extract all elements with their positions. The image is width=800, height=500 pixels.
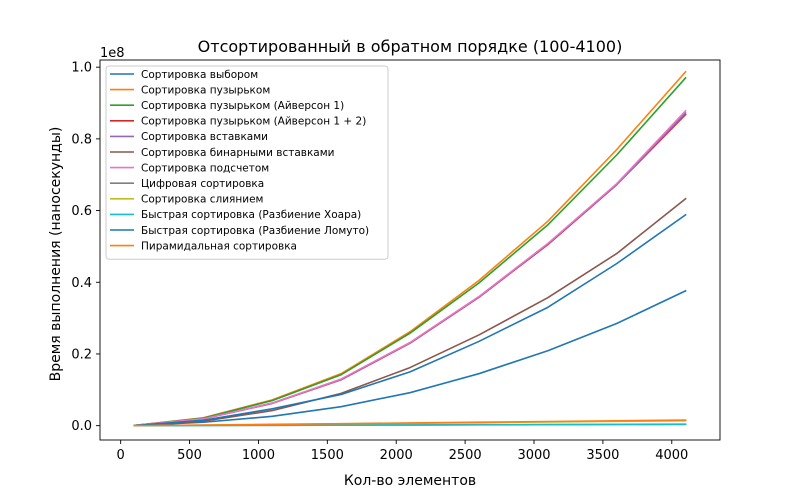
legend-label-10: Быстрая сортировка (Разбиение Хоара) (141, 209, 361, 221)
y-tick-label: 0.8 (71, 132, 92, 147)
x-axis-title: Кол-во элементов (344, 473, 476, 489)
y-tick-label: 0.4 (71, 276, 92, 291)
x-tick-label: 1500 (311, 448, 344, 463)
chart-title: Отсортированный в обратном порядке (100-… (198, 37, 623, 56)
legend-box (105, 65, 389, 260)
legend-label-4: Сортировка пузырьком (Айверсон 1 + 2) (141, 116, 366, 128)
legend-label-7: Сортировка подсчетом (141, 162, 269, 174)
x-tick-label: 3000 (517, 448, 550, 463)
plot-frame (99, 59, 721, 441)
series-line-1 (133, 289, 687, 427)
x-tick-label: 3500 (586, 448, 619, 463)
x-tick-label: 500 (177, 448, 202, 463)
plot-layer: 0 500 1000 1500 2000 2500 3000 3500 4000 0.0 0.2 0.… (71, 59, 721, 463)
legend-label-12: Пирамидальная сортировка (141, 240, 297, 252)
legend-label-6: Сортировка бинарными вставками (141, 147, 334, 159)
legend-label-3: Сортировка пузырьком (Айверсон 1) (141, 100, 344, 112)
x-tick-label: 0 (117, 448, 125, 463)
legend-label-11: Быстрая сортировка (Разбиение Ломуто) (141, 225, 369, 237)
y-offset-label: 1e8 (100, 46, 125, 61)
y-tick-label: 0.6 (71, 204, 92, 219)
legend-label-2: Сортировка пузырьком (141, 84, 270, 96)
y-tick-label: 1.0 (71, 61, 92, 76)
y-tick-label: 0.0 (71, 419, 92, 434)
legend-label-1: Сортировка выбором (141, 69, 258, 81)
y-tick-label: 0.2 (71, 347, 92, 362)
legend-label-8: Цифровая сортировка (141, 178, 264, 190)
series-line-6 (133, 197, 687, 427)
series-line-11 (133, 213, 687, 427)
x-tick-label: 2000 (380, 448, 413, 463)
y-axis-title: Время выполнения (наносекунды) (48, 127, 64, 382)
x-tick-label: 1000 (242, 448, 275, 463)
x-tick-label: 2500 (449, 448, 482, 463)
series-line-7 (133, 109, 687, 427)
series-line-3 (133, 76, 687, 427)
legend-label-5: Сортировка вставками (141, 131, 268, 143)
legend-label-9: Сортировка слиянием (141, 194, 263, 206)
x-tick-label: 4000 (655, 448, 688, 463)
legend: Сортировка выбором Сортировка пузырьком Со… (105, 65, 389, 260)
series-line-12 (133, 419, 687, 427)
